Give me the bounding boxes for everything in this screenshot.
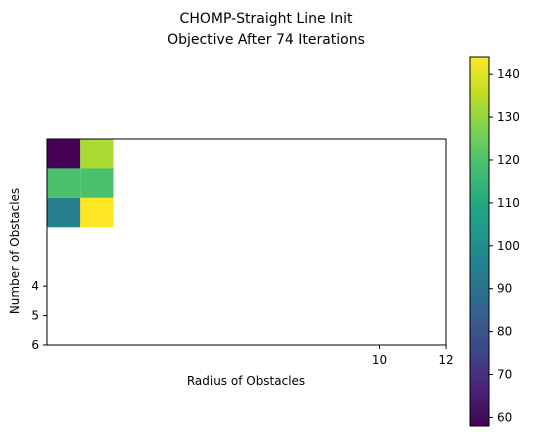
y-axis-ticks: 4 5 6: [31, 279, 47, 352]
heatmap-cell: [47, 197, 81, 228]
y-tick-label: 6: [31, 338, 39, 352]
x-tick-label: 10: [372, 353, 387, 367]
x-tick-label: 12: [438, 353, 453, 367]
colorbar-tick-label: 130: [497, 110, 520, 124]
colorbar: [469, 56, 490, 427]
colorbar-tick-label: 100: [497, 239, 520, 253]
x-axis-label: Radius of Obstacles: [187, 374, 305, 388]
heatmap-cell: [47, 139, 81, 169]
heatmap-cell: [47, 168, 81, 198]
plot-frame: [46, 138, 447, 346]
colorbar-tick-label: 90: [497, 282, 512, 296]
chart-title-line-1: CHOMP-Straight Line Init: [180, 11, 353, 27]
heatmap-cell: [80, 139, 114, 169]
colorbar-ticks: 60 70 80 90 100 110 120 130 140: [489, 67, 520, 424]
heatmap-cells: [47, 139, 114, 228]
y-axis-label: Number of Obstacles: [8, 188, 22, 314]
heatmap-cell: [80, 197, 114, 228]
y-tick-label: 5: [31, 309, 39, 323]
colorbar-tick-label: 60: [497, 410, 512, 424]
colorbar-tick-label: 110: [497, 196, 520, 210]
heatmap-cell: [80, 168, 114, 198]
colorbar-tick-label: 70: [497, 368, 512, 382]
y-tick-label: 4: [31, 279, 39, 293]
x-axis-ticks: 10 12: [372, 345, 454, 367]
chart-title-line-2: Objective After 74 Iterations: [167, 32, 365, 48]
colorbar-tick-label: 140: [497, 67, 520, 81]
colorbar-tick-label: 80: [497, 325, 512, 339]
colorbar-tick-label: 120: [497, 153, 520, 167]
